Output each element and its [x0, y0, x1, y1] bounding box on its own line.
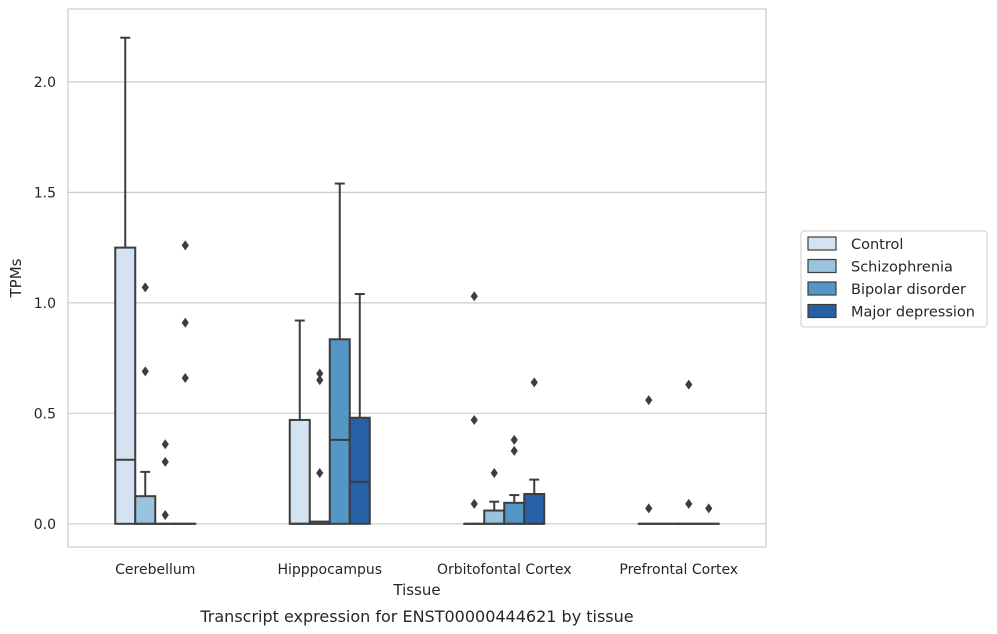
outlier-point [510, 445, 518, 456]
y-tick-label: 2.0 [34, 75, 56, 91]
outlier-point [161, 456, 169, 467]
plot-area [67, 8, 767, 548]
y-tick-label: 1.0 [34, 296, 56, 312]
outlier-point [645, 395, 653, 406]
box-group [523, 377, 546, 525]
box [483, 509, 506, 525]
y-axis-label: TPMs [7, 258, 25, 298]
outlier-point [161, 439, 169, 450]
x-ticks: Cerebellum Hipppocampus Orbitofontal Corte… [115, 562, 738, 578]
legend-label: Bipolar disorder [851, 282, 966, 298]
outlier-point [685, 379, 693, 390]
legend-swatch [807, 258, 837, 274]
outlier-point [181, 317, 189, 328]
box-group [154, 439, 177, 525]
box [503, 501, 526, 525]
outlier-point [530, 377, 538, 388]
box-group [463, 291, 486, 525]
box-group [174, 240, 197, 525]
box-group [503, 434, 526, 525]
legend-swatch [807, 281, 837, 296]
x-tick-label: Cerebellum [115, 562, 195, 578]
y-tick-label: 0.5 [34, 406, 56, 422]
legend-swatch [807, 303, 837, 319]
outlier-point [141, 282, 149, 293]
box [114, 246, 137, 525]
legend-swatch [807, 236, 837, 251]
outlier-point [490, 467, 498, 478]
box-group [677, 379, 700, 525]
box [348, 416, 371, 525]
x-tick-label: Hipppocampus [277, 562, 382, 578]
box-groups [114, 36, 720, 525]
outlier-point [685, 498, 693, 509]
legend: Control Schizophrenia Bipolar disorder Majo… [800, 230, 988, 328]
outlier-point [705, 503, 713, 514]
x-axis-label: Tissue [392, 581, 440, 599]
box [288, 418, 311, 525]
outlier-point [316, 375, 324, 386]
box-group [637, 395, 660, 525]
box [134, 495, 157, 525]
outlier-point [181, 372, 189, 383]
legend-label: Schizophrenia [851, 260, 953, 276]
y-tick-label: 1.5 [34, 185, 56, 201]
outlier-point [141, 366, 149, 377]
outlier-point [470, 291, 478, 302]
box-group [348, 293, 371, 525]
x-tick-label: Orbitofontal Cortex [437, 562, 572, 578]
outlier-point [316, 467, 324, 478]
y-ticks: 0.0 0.5 1.0 1.5 2.0 [34, 75, 56, 533]
outlier-point [510, 434, 518, 445]
outlier-point [470, 498, 478, 509]
outlier-point [161, 509, 169, 520]
legend-label: Control [851, 237, 903, 253]
legend-label: Major depression [851, 305, 975, 321]
box-group [288, 319, 311, 525]
box [523, 492, 546, 525]
y-tick-label: 0.0 [34, 517, 56, 533]
box-group [328, 182, 351, 525]
box-group [134, 282, 157, 525]
legend-frame [800, 230, 988, 328]
outlier-point [470, 414, 478, 425]
chart-caption: Transcript expression for ENST0000044462… [199, 607, 633, 626]
box-group [114, 36, 137, 525]
box-group [697, 503, 720, 525]
x-tick-label: Prefrontal Cortex [619, 562, 738, 578]
outlier-point [645, 503, 653, 514]
outlier-point [181, 240, 189, 251]
box [328, 338, 351, 525]
outlier-point [316, 368, 324, 379]
box-group [308, 368, 331, 525]
